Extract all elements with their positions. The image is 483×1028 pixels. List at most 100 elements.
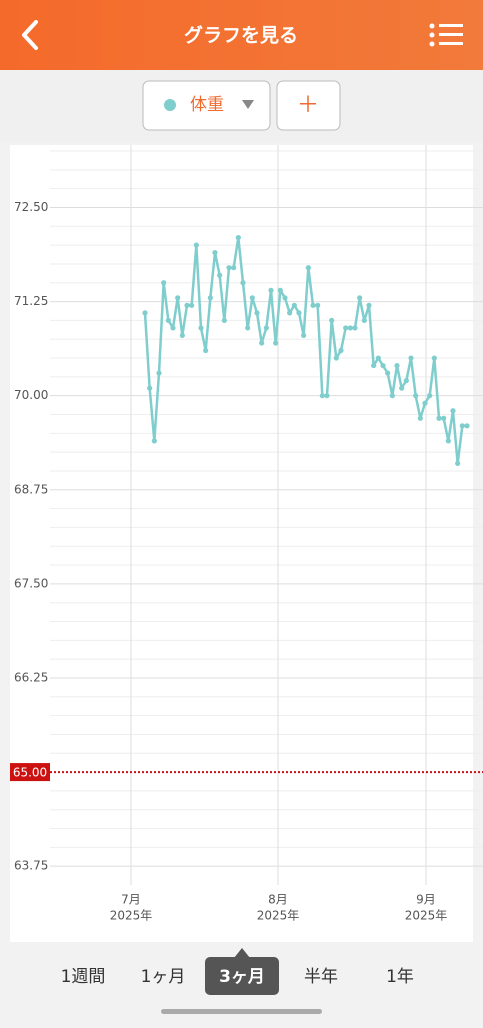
data-point bbox=[287, 310, 293, 316]
data-point bbox=[319, 393, 325, 399]
data-point bbox=[441, 415, 447, 421]
tab-pointer bbox=[234, 948, 250, 958]
data-point bbox=[459, 423, 465, 429]
x-tick-label: 7月 bbox=[121, 893, 141, 907]
y-tick-label: 63.75 bbox=[14, 859, 48, 873]
data-point bbox=[375, 355, 381, 361]
tab-selected-bg bbox=[205, 957, 279, 995]
data-point bbox=[436, 415, 442, 421]
data-point bbox=[338, 347, 344, 354]
data-point bbox=[301, 332, 307, 339]
data-point bbox=[221, 317, 227, 324]
data-point bbox=[413, 393, 419, 399]
data-point bbox=[282, 295, 288, 301]
x-tick-label: 9月 bbox=[416, 893, 436, 907]
data-point bbox=[333, 355, 339, 361]
chart: 63.75 66.25 67.50 68.75 70.00 71.25 72.50 7月 202… bbox=[10, 145, 483, 923]
x-tick-label: 2025年 bbox=[110, 909, 153, 923]
metric-dropdown[interactable] bbox=[142, 80, 271, 131]
header-bar bbox=[0, 0, 483, 70]
target-label: 65.00 bbox=[13, 766, 47, 780]
data-point bbox=[329, 317, 335, 324]
data-point bbox=[184, 302, 190, 308]
data-point bbox=[268, 287, 274, 293]
tab-label[interactable]: 3ヶ月 bbox=[219, 967, 265, 987]
data-point bbox=[385, 370, 391, 376]
data-point bbox=[366, 302, 372, 308]
data-point bbox=[347, 325, 353, 331]
data-point bbox=[455, 460, 461, 467]
data-point bbox=[165, 317, 171, 324]
data-point bbox=[408, 355, 414, 361]
data-point bbox=[399, 385, 405, 391]
metric-dot bbox=[164, 99, 176, 111]
data-point bbox=[324, 393, 330, 399]
data-point bbox=[245, 325, 251, 331]
add-label: ＋ bbox=[297, 93, 319, 118]
data-point bbox=[240, 280, 246, 286]
data-point bbox=[464, 423, 470, 429]
target-label-box bbox=[10, 763, 50, 782]
home-indicator bbox=[161, 1009, 322, 1014]
data-point bbox=[450, 408, 456, 414]
data-point bbox=[198, 325, 204, 331]
data-point bbox=[296, 310, 302, 316]
data-point bbox=[445, 438, 451, 444]
data-point bbox=[170, 325, 176, 331]
weight-line bbox=[143, 236, 467, 465]
y-tick-label: 67.50 bbox=[14, 576, 48, 590]
data-point bbox=[189, 302, 195, 308]
data-point bbox=[422, 400, 428, 406]
header-title: グラフを見る bbox=[184, 24, 298, 47]
data-point bbox=[207, 295, 213, 301]
tab-label[interactable]: 半年 bbox=[304, 967, 338, 987]
data-point bbox=[394, 362, 400, 369]
y-tick-label: 66.25 bbox=[14, 670, 48, 684]
data-point bbox=[212, 250, 218, 256]
data-point bbox=[147, 385, 153, 391]
menu-button[interactable] bbox=[429, 23, 464, 47]
data-point bbox=[273, 340, 279, 346]
add-button[interactable] bbox=[276, 80, 341, 131]
data-point bbox=[427, 393, 433, 399]
data-point bbox=[380, 362, 386, 369]
data-point bbox=[403, 378, 409, 384]
data-point bbox=[249, 295, 255, 301]
data-point bbox=[231, 265, 237, 271]
y-tick-label: 70.00 bbox=[14, 388, 48, 402]
data-point bbox=[310, 302, 316, 308]
data-point bbox=[156, 370, 162, 376]
y-tick-label: 71.25 bbox=[14, 294, 48, 308]
tab-label[interactable]: 1年 bbox=[386, 967, 414, 987]
data-point bbox=[431, 355, 437, 361]
data-point bbox=[315, 302, 321, 308]
data-point bbox=[161, 280, 167, 286]
dropdown-arrow bbox=[242, 100, 254, 109]
data-point bbox=[235, 234, 241, 241]
data-point bbox=[417, 415, 423, 421]
tab-label[interactable]: 1ヶ月 bbox=[141, 967, 186, 987]
x-tick-label: 2025年 bbox=[405, 909, 448, 923]
metric-label: 体重 bbox=[190, 95, 224, 115]
data-point bbox=[352, 325, 358, 331]
data-point bbox=[371, 362, 377, 369]
data-point bbox=[151, 438, 157, 444]
data-point bbox=[291, 302, 297, 308]
data-point bbox=[142, 310, 148, 316]
y-tick-label: 72.50 bbox=[14, 200, 48, 214]
data-point bbox=[357, 295, 363, 301]
data-point bbox=[175, 295, 181, 301]
data-point bbox=[277, 287, 283, 293]
data-point bbox=[226, 265, 232, 271]
back-button[interactable] bbox=[22, 20, 38, 50]
data-point bbox=[193, 242, 199, 248]
tab-label[interactable]: 1週間 bbox=[61, 967, 106, 987]
x-tick-label: 2025年 bbox=[257, 909, 300, 923]
data-point bbox=[254, 310, 260, 316]
data-point bbox=[389, 393, 395, 399]
data-point bbox=[305, 265, 311, 271]
x-tick-label: 8月 bbox=[268, 893, 288, 907]
data-point bbox=[217, 272, 223, 278]
